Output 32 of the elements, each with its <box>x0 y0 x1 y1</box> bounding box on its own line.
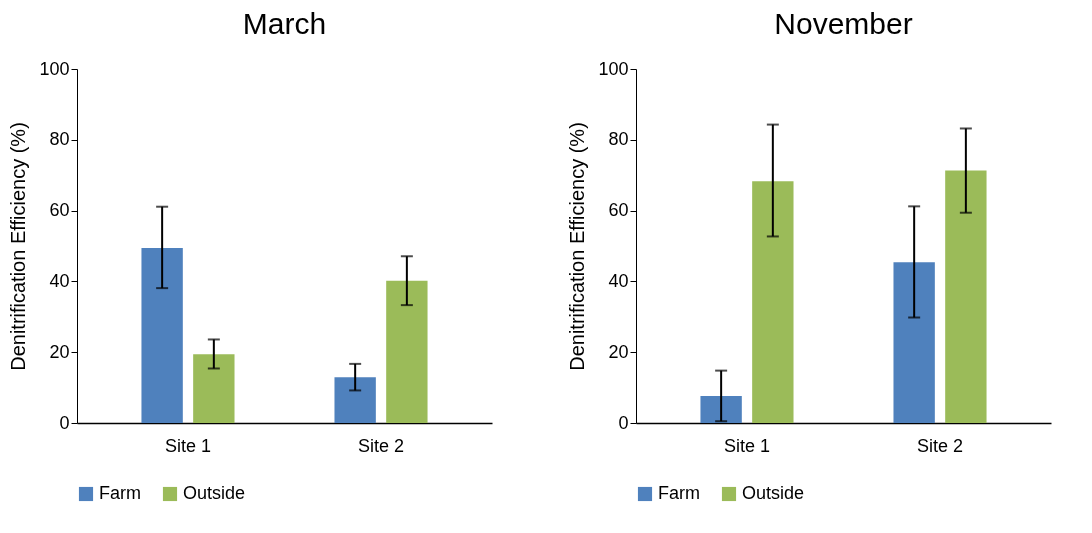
legend-label: Farm <box>99 483 141 503</box>
x-tick-label: Site 2 <box>917 435 964 456</box>
chart-title: November <box>774 7 913 40</box>
chart-title: March <box>242 7 327 40</box>
y-tick-label: 0 <box>59 412 70 433</box>
bar <box>752 181 794 423</box>
bar <box>193 354 235 423</box>
legend-label: Outside <box>183 483 246 503</box>
x-tick-label: Site 1 <box>723 435 770 456</box>
bar <box>334 377 376 423</box>
y-axis-title: Denitrification Efficiency (%) <box>566 122 589 371</box>
y-tick-label: 100 <box>598 58 629 79</box>
y-tick-label: 80 <box>49 129 70 150</box>
bar <box>945 170 987 423</box>
y-tick-label: 0 <box>618 412 629 433</box>
x-tick-label: Site 2 <box>358 435 405 456</box>
y-tick-label: 60 <box>608 200 629 221</box>
y-tick-label: 20 <box>608 341 629 362</box>
y-tick-label: 20 <box>49 341 70 362</box>
legend-label: Outside <box>742 483 805 503</box>
y-tick-label: 40 <box>49 270 70 291</box>
y-tick-label: 40 <box>608 270 629 291</box>
legend-label: Farm <box>658 483 700 503</box>
bar <box>386 280 428 423</box>
bar <box>141 248 183 423</box>
y-axis-title: Denitrification Efficiency (%) <box>7 122 30 371</box>
y-tick-label: 80 <box>608 129 629 150</box>
x-tick-label: Site 1 <box>164 435 211 456</box>
bar <box>893 262 935 423</box>
y-tick-label: 60 <box>49 200 70 221</box>
y-tick-label: 100 <box>39 58 70 79</box>
bar <box>700 396 742 423</box>
